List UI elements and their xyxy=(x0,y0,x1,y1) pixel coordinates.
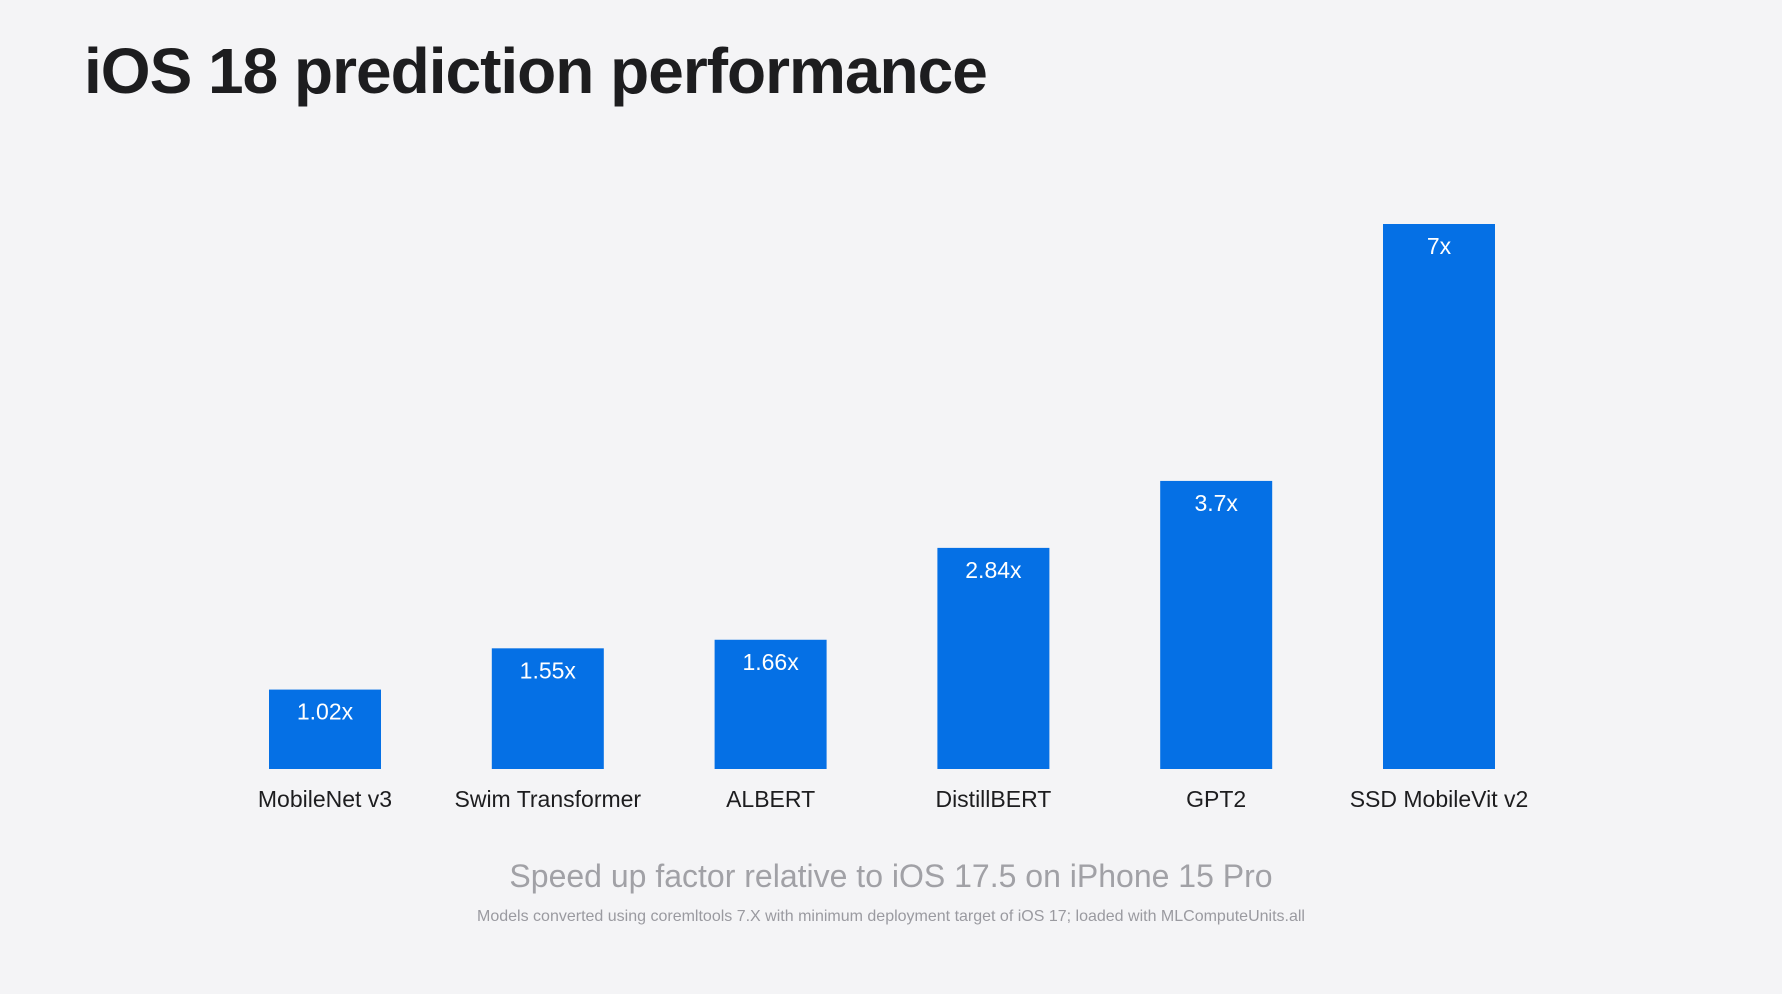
category-label: DistillBERT xyxy=(935,786,1051,812)
category-label: SSD MobileVit v2 xyxy=(1350,786,1529,812)
data-label: 1.02x xyxy=(297,699,354,725)
data-label: 1.55x xyxy=(520,657,577,683)
x-axis-label: Speed up factor relative to iOS 17.5 on … xyxy=(509,858,1273,894)
bar xyxy=(714,639,827,769)
footnote: Models converted using coremltools 7.X w… xyxy=(477,908,1305,925)
data-label: 7x xyxy=(1427,233,1452,259)
category-label: MobileNet v3 xyxy=(258,786,392,812)
category-label: Swim Transformer xyxy=(455,786,642,812)
bar xyxy=(491,648,604,769)
data-label: 2.84x xyxy=(965,557,1022,583)
bar xyxy=(269,689,381,769)
bar xyxy=(1160,480,1273,769)
bar xyxy=(937,547,1050,769)
data-label: 1.66x xyxy=(742,649,799,675)
category-label: GPT2 xyxy=(1186,786,1246,812)
category-label: ALBERT xyxy=(726,786,815,812)
chart-title: iOS 18 prediction performance xyxy=(84,35,988,107)
bar xyxy=(1383,224,1495,769)
data-label: 3.7x xyxy=(1194,490,1238,516)
